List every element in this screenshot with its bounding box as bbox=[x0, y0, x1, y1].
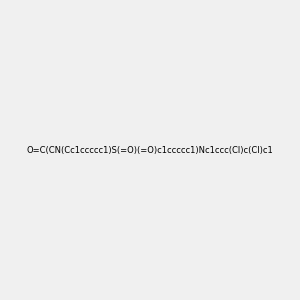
Text: O=C(CN(Cc1ccccc1)S(=O)(=O)c1ccccc1)Nc1ccc(Cl)c(Cl)c1: O=C(CN(Cc1ccccc1)S(=O)(=O)c1ccccc1)Nc1cc… bbox=[27, 146, 273, 154]
